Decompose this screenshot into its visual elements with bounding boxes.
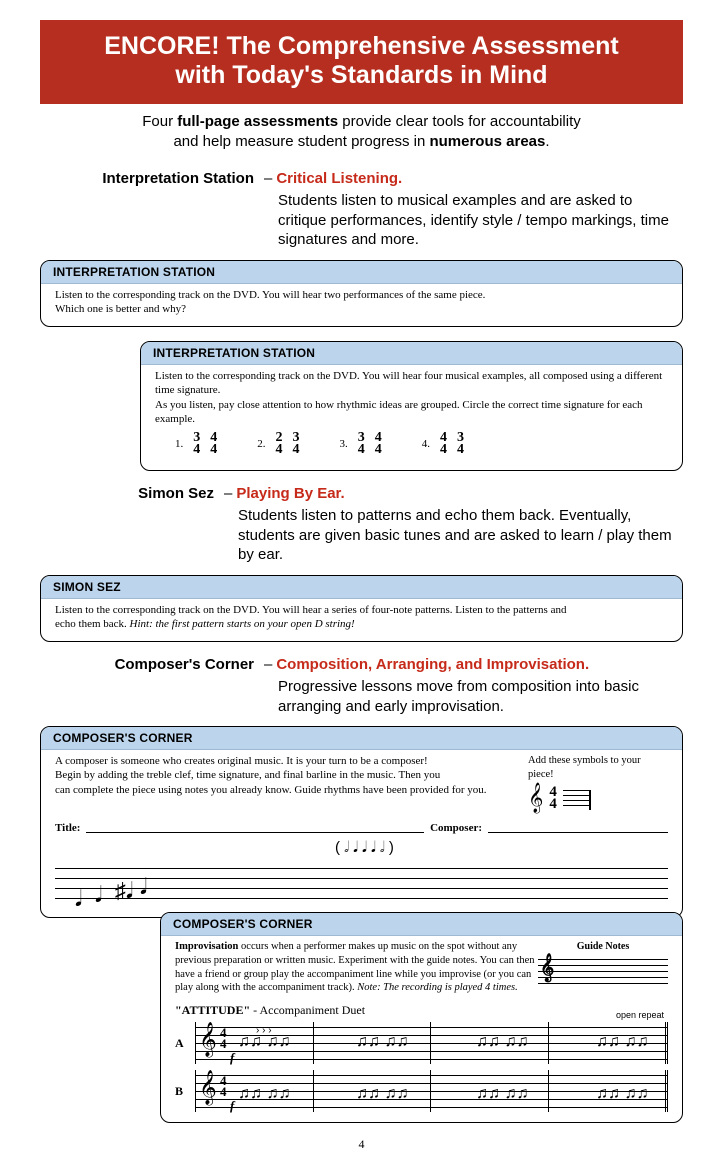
treble-clef-icon: 𝄞 (199, 1020, 217, 1059)
intro-text: Four full-page assessments provide clear… (40, 112, 683, 153)
section-simon: Simon Sez – Playing By Ear. (40, 485, 683, 502)
page-number: 4 (40, 1137, 683, 1152)
treble-clef-icon: 𝄞 (540, 953, 554, 984)
section-composer: Composer's Corner – Composition, Arrangi… (40, 656, 683, 673)
card-head: INTERPRETATION STATION (41, 261, 682, 284)
treble-clef-icon: 𝄞 (199, 1068, 217, 1107)
timesig-options: 1. 34 44 2. 24 34 3. 34 44 4. 44 34 (155, 426, 668, 460)
card-simon: SIMON SEZ Listen to the corresponding tr… (40, 575, 683, 643)
banner-line1: ENCORE! The Comprehensive Assessment (50, 32, 673, 61)
card-interp-1: INTERPRETATION STATION Listen to the cor… (40, 260, 683, 328)
barline-icon (563, 790, 591, 810)
symbol-row: 𝄞 44 (528, 785, 668, 811)
treble-clef-icon: 𝄞 (528, 785, 543, 811)
section-body: Students listen to musical examples and … (278, 191, 683, 250)
banner-line2: with Today's Standards in Mind (50, 61, 673, 90)
dynamic-f: f (230, 1098, 234, 1115)
composition-staff[interactable]: 𝅘𝅥 𝅘𝅥 ♯𝅘𝅥 𝅘𝅥 (55, 863, 668, 907)
duet-line-b: B 𝄞 44 ♫♫ ♫♫ ♫♫ ♫♫ ♫♫ ♫♫ ♫♫ ♫♫ f (175, 1070, 668, 1112)
section-label: Interpretation Station (40, 170, 260, 187)
card-composer-1: COMPOSER'S CORNER A composer is someone … (40, 726, 683, 918)
section-key: Critical Listening. (276, 170, 402, 187)
guide-notes-staff: 𝄞 (538, 957, 668, 985)
dynamic-f: f (230, 1050, 234, 1067)
card-composer-2: COMPOSER'S CORNER Improvisation occurs w… (160, 912, 683, 1123)
duet-line-a: A 𝄞 44 open repeat ♫♫ ♫♫ ♫♫ ♫♫ ♫♫ ♫♫ ♫♫ … (175, 1022, 668, 1064)
card-head: INTERPRETATION STATION (141, 342, 682, 365)
composer-field[interactable] (488, 821, 668, 833)
guide-rhythm: ( 𝅗𝅥 𝅘𝅥 𝅘𝅥 𝅘𝅥 𝅗𝅥 ) (335, 838, 668, 858)
title-banner: ENCORE! The Comprehensive Assessment wit… (40, 20, 683, 104)
title-field[interactable] (86, 821, 424, 833)
card-interp-2: INTERPRETATION STATION Listen to the cor… (140, 341, 683, 471)
section-interpretation: Interpretation Station – Critical Listen… (40, 170, 683, 187)
